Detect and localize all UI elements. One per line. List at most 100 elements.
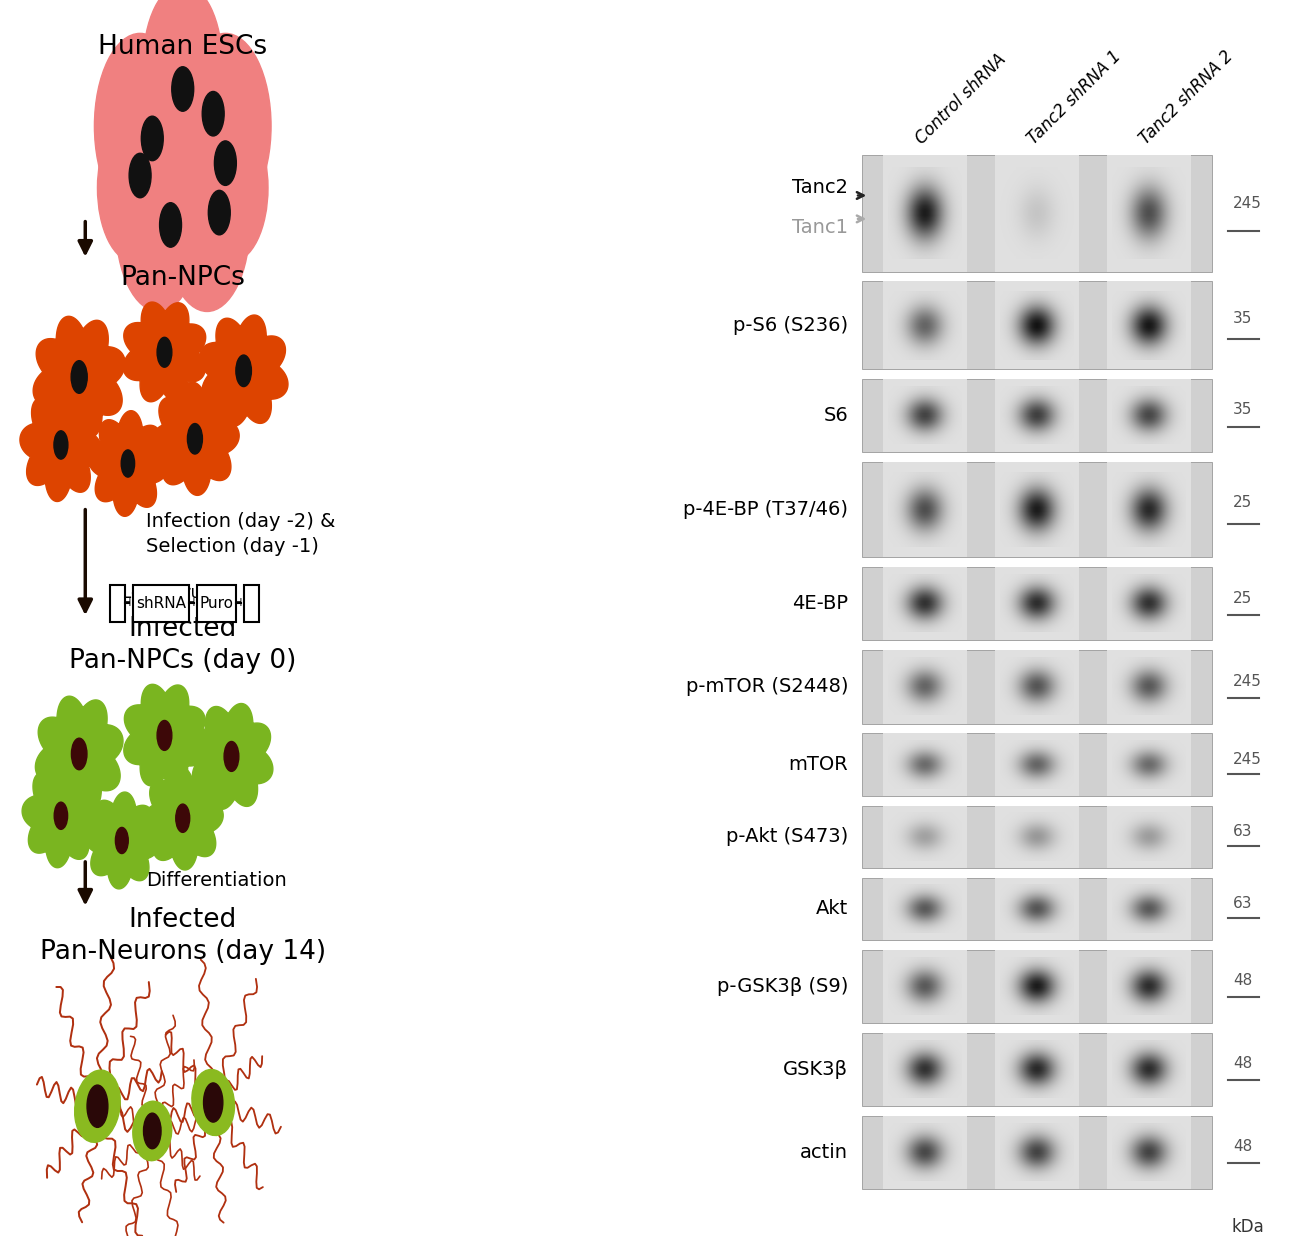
Bar (883, 806, 967, 868)
Ellipse shape (75, 1070, 121, 1142)
Text: H: H (123, 598, 131, 608)
Bar (995, 567, 1080, 640)
Bar (862, 733, 1212, 796)
Circle shape (236, 355, 251, 387)
Circle shape (224, 742, 238, 771)
Circle shape (54, 802, 67, 829)
Circle shape (209, 190, 231, 235)
Bar (995, 154, 1080, 272)
Bar (883, 462, 967, 557)
Circle shape (176, 805, 189, 832)
Polygon shape (124, 685, 205, 786)
Text: S6: S6 (823, 407, 848, 425)
Circle shape (95, 33, 185, 219)
Text: 63: 63 (1232, 824, 1252, 839)
Text: Tanc2 shRNA 1: Tanc2 shRNA 1 (1024, 48, 1125, 148)
Bar (1107, 733, 1191, 796)
Text: Tanc1: Tanc1 (792, 218, 848, 236)
Circle shape (124, 33, 241, 268)
Bar (1107, 462, 1191, 557)
Bar (197, 585, 236, 622)
Bar (883, 282, 967, 370)
Circle shape (194, 114, 268, 262)
Circle shape (188, 424, 202, 454)
Circle shape (141, 116, 163, 161)
Circle shape (157, 337, 172, 367)
Polygon shape (150, 382, 240, 496)
Text: Infected
Pan-Neurons (day 14): Infected Pan-Neurons (day 14) (40, 907, 325, 964)
Bar (1107, 806, 1191, 868)
Circle shape (71, 361, 87, 393)
Text: actin: actin (800, 1143, 848, 1162)
Text: p-Akt (S473): p-Akt (S473) (726, 827, 848, 847)
Ellipse shape (132, 1101, 172, 1161)
Polygon shape (19, 388, 102, 502)
Text: Puro: Puro (200, 596, 233, 611)
Bar (995, 650, 1080, 723)
Circle shape (71, 738, 87, 770)
Bar (883, 878, 967, 939)
Bar (995, 1033, 1080, 1106)
Circle shape (157, 721, 172, 750)
Text: 35: 35 (1232, 311, 1252, 326)
Text: p-S6 (S236): p-S6 (S236) (734, 316, 848, 335)
Text: p-4E-BP (T37/46): p-4E-BP (T37/46) (683, 501, 848, 519)
Ellipse shape (192, 1069, 235, 1136)
Text: 245: 245 (1232, 197, 1262, 211)
Circle shape (97, 114, 171, 262)
Circle shape (87, 1085, 108, 1127)
Circle shape (159, 203, 181, 247)
Text: Pan-NPCs: Pan-NPCs (121, 265, 245, 292)
Polygon shape (88, 410, 167, 517)
Text: 245: 245 (1232, 751, 1262, 768)
Polygon shape (123, 302, 206, 403)
Bar (995, 1116, 1080, 1189)
Circle shape (202, 91, 224, 136)
Bar (132, 585, 189, 622)
Text: Control shRNA: Control shRNA (912, 51, 1010, 148)
Bar (862, 379, 1212, 452)
Polygon shape (191, 703, 273, 810)
Bar (862, 567, 1212, 640)
Text: H: H (188, 598, 194, 608)
Bar (883, 567, 967, 640)
Text: Tanc2: Tanc2 (792, 178, 848, 197)
Bar (862, 949, 1212, 1023)
Text: 25: 25 (1232, 591, 1252, 606)
Text: Akt: Akt (816, 900, 848, 918)
Text: 48: 48 (1232, 973, 1252, 988)
Circle shape (143, 0, 223, 145)
Bar (862, 878, 1212, 939)
Polygon shape (34, 316, 126, 438)
Text: 35: 35 (1232, 403, 1252, 418)
Circle shape (214, 141, 236, 185)
Text: 245: 245 (1232, 674, 1262, 688)
Bar (1107, 379, 1191, 452)
Text: Lenti Virus: Lenti Virus (122, 585, 210, 602)
Text: mTOR: mTOR (788, 755, 848, 774)
Bar (995, 462, 1080, 557)
Text: H: H (235, 598, 242, 608)
Polygon shape (200, 315, 288, 426)
Bar (1107, 1033, 1191, 1106)
Text: shRNA: shRNA (136, 596, 185, 611)
Polygon shape (143, 766, 223, 870)
Text: Tanc2 shRNA 2: Tanc2 shRNA 2 (1137, 48, 1236, 148)
Bar (110, 585, 124, 622)
Circle shape (130, 153, 152, 198)
Text: Human ESCs: Human ESCs (98, 33, 267, 61)
Bar (1107, 567, 1191, 640)
Circle shape (115, 827, 128, 854)
Text: GSK3β: GSK3β (783, 1059, 848, 1079)
Bar (1107, 1116, 1191, 1189)
Circle shape (172, 67, 193, 111)
Bar (995, 878, 1080, 939)
Bar (862, 282, 1212, 370)
Polygon shape (84, 792, 159, 889)
Text: 48: 48 (1232, 1056, 1252, 1072)
Circle shape (122, 450, 135, 477)
Text: p-mTOR (S2448): p-mTOR (S2448) (686, 677, 848, 696)
Bar (1107, 154, 1191, 272)
Text: kDa: kDa (1231, 1219, 1265, 1236)
Text: Infection (day -2) &
Selection (day -1): Infection (day -2) & Selection (day -1) (146, 512, 336, 556)
